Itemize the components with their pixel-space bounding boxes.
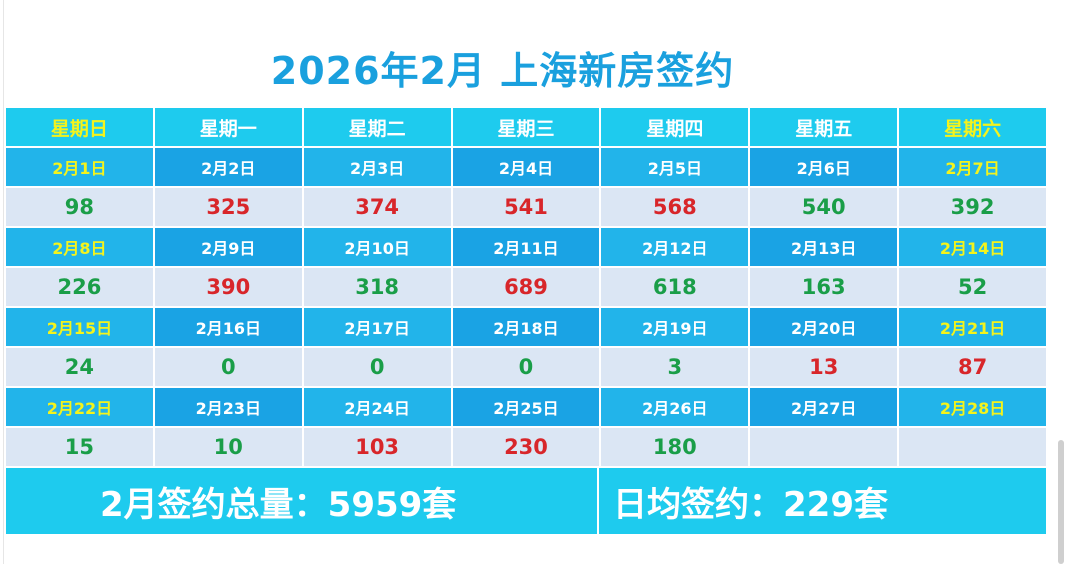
date-cell: 2月25日 [452,388,600,426]
weekday-sunday: 星期日 [6,108,153,146]
date-cell: 2月23日 [154,388,302,426]
week-4-dates-row: 2月22日 2月23日 2月24日 2月25日 2月26日 2月27日 2月28… [6,388,1046,426]
date-cell: 2月2日 [154,148,302,186]
value-cell: 15 [6,428,153,466]
date-cell: 2月17日 [303,308,451,346]
value-cell: 0 [452,348,600,386]
value-cell: 103 [303,428,451,466]
date-cell: 2月1日 [6,148,153,186]
date-cell: 2月10日 [303,228,451,266]
daily-average: 日均签约：229套 [599,468,1046,534]
weekday-friday: 星期五 [750,108,898,146]
value-cell: 13 [750,348,898,386]
weekday-monday: 星期一 [154,108,302,146]
date-cell: 2月15日 [6,308,153,346]
date-cell: 2月20日 [750,308,898,346]
date-cell: 2月26日 [601,388,749,426]
value-cell: 541 [452,188,600,226]
value-cell: 0 [154,348,302,386]
date-cell: 2月13日 [750,228,898,266]
value-cell: 52 [899,268,1046,306]
value-cell: 689 [452,268,600,306]
date-cell: 2月9日 [154,228,302,266]
date-cell: 2月19日 [601,308,749,346]
date-cell: 2月3日 [303,148,451,186]
weekday-saturday: 星期六 [899,108,1046,146]
date-cell: 2月11日 [452,228,600,266]
calendar-table: 星期日 星期一 星期二 星期三 星期四 星期五 星期六 2月1日 2月2日 2月… [6,108,1046,534]
date-cell: 2月6日 [750,148,898,186]
value-cell: 163 [750,268,898,306]
value-cell: 374 [303,188,451,226]
date-cell: 2月8日 [6,228,153,266]
date-cell: 2月28日 [899,388,1046,426]
summary-row: 2月签约总量：5959套 日均签约：229套 [6,468,1046,534]
week-2-dates-row: 2月8日 2月9日 2月10日 2月11日 2月12日 2月13日 2月14日 [6,228,1046,266]
date-cell: 2月5日 [601,148,749,186]
value-cell: 568 [601,188,749,226]
value-cell: 325 [154,188,302,226]
value-cell: 226 [6,268,153,306]
date-cell: 2月16日 [154,308,302,346]
week-2-values-row: 226 390 318 689 618 163 52 [6,268,1046,306]
value-cell: 10 [154,428,302,466]
date-cell: 2月24日 [303,388,451,426]
week-3-values-row: 24 0 0 0 3 13 87 [6,348,1046,386]
date-cell: 2月4日 [452,148,600,186]
value-cell: 390 [154,268,302,306]
date-cell: 2月22日 [6,388,153,426]
value-cell [899,428,1046,466]
weekday-thursday: 星期四 [601,108,749,146]
date-cell: 2月21日 [899,308,1046,346]
value-cell: 87 [899,348,1046,386]
value-cell: 0 [303,348,451,386]
value-cell: 230 [452,428,600,466]
weekday-header-row: 星期日 星期一 星期二 星期三 星期四 星期五 星期六 [6,108,1046,146]
week-1-dates-row: 2月1日 2月2日 2月3日 2月4日 2月5日 2月6日 2月7日 [6,148,1046,186]
value-cell: 24 [6,348,153,386]
value-cell: 392 [899,188,1046,226]
date-cell: 2月14日 [899,228,1046,266]
week-4-values-row: 15 10 103 230 180 [6,428,1046,466]
value-cell: 180 [601,428,749,466]
value-cell [750,428,898,466]
date-cell: 2月7日 [899,148,1046,186]
date-cell: 2月27日 [750,388,898,426]
vertical-scrollbar[interactable] [1058,440,1064,564]
weekday-tuesday: 星期二 [303,108,451,146]
left-border-line [3,0,4,564]
value-cell: 618 [601,268,749,306]
monthly-total: 2月签约总量：5959套 [6,468,597,534]
week-1-values-row: 98 325 374 541 568 540 392 [6,188,1046,226]
value-cell: 540 [750,188,898,226]
date-cell: 2月18日 [452,308,600,346]
value-cell: 3 [601,348,749,386]
value-cell: 98 [6,188,153,226]
page-title: 2026年2月 上海新房签约 [270,49,735,93]
week-3-dates-row: 2月15日 2月16日 2月17日 2月18日 2月19日 2月20日 2月21… [6,308,1046,346]
weekday-wednesday: 星期三 [452,108,600,146]
date-cell: 2月12日 [601,228,749,266]
value-cell: 318 [303,268,451,306]
